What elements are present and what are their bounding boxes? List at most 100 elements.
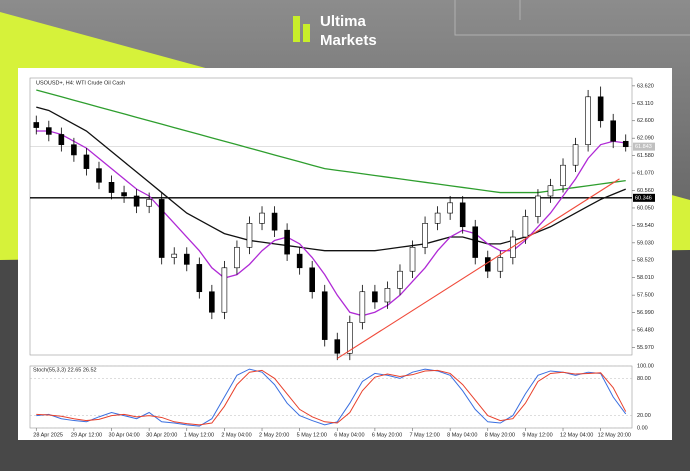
y-tick-label: 63.110 — [637, 101, 653, 107]
level-label: 60.346 — [635, 195, 652, 201]
y-tick-label: 61.070 — [637, 171, 654, 177]
x-tick-label: 12 May 04:00 — [560, 432, 593, 438]
candle-body — [234, 246, 240, 269]
x-tick-label: 5 May 12:00 — [297, 432, 327, 438]
candle-body — [284, 229, 290, 255]
decor-lines — [454, 0, 690, 36]
candle-body — [422, 223, 428, 248]
candle-body — [434, 212, 441, 224]
y-tick-label: 62.600 — [637, 118, 654, 124]
x-tick-label: 2 May 04:00 — [221, 432, 251, 438]
candle-body — [33, 122, 40, 128]
candle-body — [221, 267, 228, 313]
candle-body — [522, 216, 529, 238]
x-tick-label: 30 Apr 04:00 — [109, 432, 140, 438]
candle-body — [71, 144, 77, 156]
candle-body — [334, 339, 341, 354]
x-tick-label: 6 May 20:00 — [372, 432, 402, 438]
candle-body — [183, 253, 190, 265]
candle-body — [158, 199, 165, 258]
brand-text: Markets — [320, 32, 377, 49]
candle-body — [83, 154, 90, 169]
y-tick-label: 61.580 — [637, 153, 654, 159]
x-tick-label: 1 May 12:00 — [184, 432, 214, 438]
y-tick-label: 60.560 — [637, 188, 654, 194]
candle-body — [547, 185, 554, 197]
candle-body — [271, 212, 278, 231]
y-tick-label: 56.480 — [637, 327, 654, 333]
level-tag — [633, 193, 655, 202]
candle-body — [572, 144, 579, 166]
y-tick-label: 60.050 — [637, 205, 654, 211]
chart-panel — [18, 68, 672, 440]
y-tick-label: 58.520 — [637, 258, 654, 264]
candle-body — [133, 195, 140, 207]
x-tick-label: 2 May 20:00 — [259, 432, 289, 438]
candle-body — [384, 288, 391, 303]
x-tick-label: 12 May 20:00 — [598, 432, 631, 438]
x-tick-label: 7 May 12:00 — [410, 432, 440, 438]
candle-body — [209, 291, 215, 313]
price-tag — [633, 142, 655, 151]
x-tick-label: 9 May 12:00 — [522, 432, 552, 438]
candle-body — [196, 264, 203, 293]
stochastic-line — [36, 368, 627, 427]
x-tick-label: 8 May 04:00 — [447, 432, 477, 438]
x-tick-label: 30 Apr 20:00 — [146, 432, 177, 438]
y-tick-label: 0.00 — [637, 425, 648, 431]
candle-body — [146, 199, 152, 207]
candle-body — [497, 257, 504, 272]
y-tick-label: 20.00 — [637, 413, 651, 419]
y-tick-label: 59.540 — [637, 223, 654, 229]
candle-body — [372, 291, 378, 303]
candle-body — [585, 96, 591, 145]
candle-body — [447, 202, 453, 214]
logo: Ultima Markets — [293, 13, 377, 49]
candle-body — [96, 168, 102, 183]
brand-text: Ultima — [320, 13, 367, 30]
logo-bar — [303, 24, 310, 42]
candle-body — [597, 96, 604, 122]
candle-body — [535, 195, 541, 217]
candle-body — [259, 212, 265, 224]
candle-body — [459, 202, 466, 228]
y-tick-label: 59.030 — [637, 240, 654, 246]
price-label: 61.843 — [635, 144, 652, 150]
plot-frame — [29, 77, 633, 356]
candle-body — [309, 267, 315, 293]
candle-body — [246, 223, 253, 248]
logo-bar — [293, 16, 300, 42]
y-tick-label: 55.970 — [637, 345, 654, 351]
y-tick-label: 63.620 — [637, 83, 654, 89]
candle-body — [397, 270, 403, 289]
chart-title: USOUSD+, H4: WTI Crude Oil Cash — [36, 80, 125, 86]
y-tick-label: 62.090 — [637, 136, 654, 142]
candle-body — [409, 246, 416, 272]
y-tick-label: 57.500 — [637, 293, 654, 299]
x-tick-label: 28 Apr 2025 — [33, 432, 63, 438]
trendline — [336, 178, 620, 359]
candle-body — [296, 253, 303, 269]
candle-body — [321, 291, 328, 340]
candle-body — [46, 127, 52, 135]
moving-average — [36, 130, 626, 317]
y-tick-label: 58.010 — [637, 275, 654, 281]
candle-body — [58, 134, 65, 145]
x-tick-label: 29 Apr 12:00 — [71, 432, 102, 438]
x-tick-label: 6 May 04:00 — [334, 432, 364, 438]
y-tick-label: 80.00 — [637, 376, 651, 382]
candle-body — [560, 164, 566, 187]
candle-body — [622, 140, 629, 148]
candle-body — [610, 120, 616, 142]
candle-body — [121, 192, 127, 197]
stochastic-line — [36, 369, 627, 426]
x-tick-label: 8 May 20:00 — [485, 432, 515, 438]
candle-body — [108, 182, 115, 193]
candle-body — [171, 253, 178, 258]
moving-average — [36, 89, 626, 194]
y-tick-label: 100.00 — [637, 363, 654, 369]
indicator-title: Stoch(55,3,3) 22.65 26.52 — [33, 367, 97, 373]
candle-body — [347, 322, 353, 354]
